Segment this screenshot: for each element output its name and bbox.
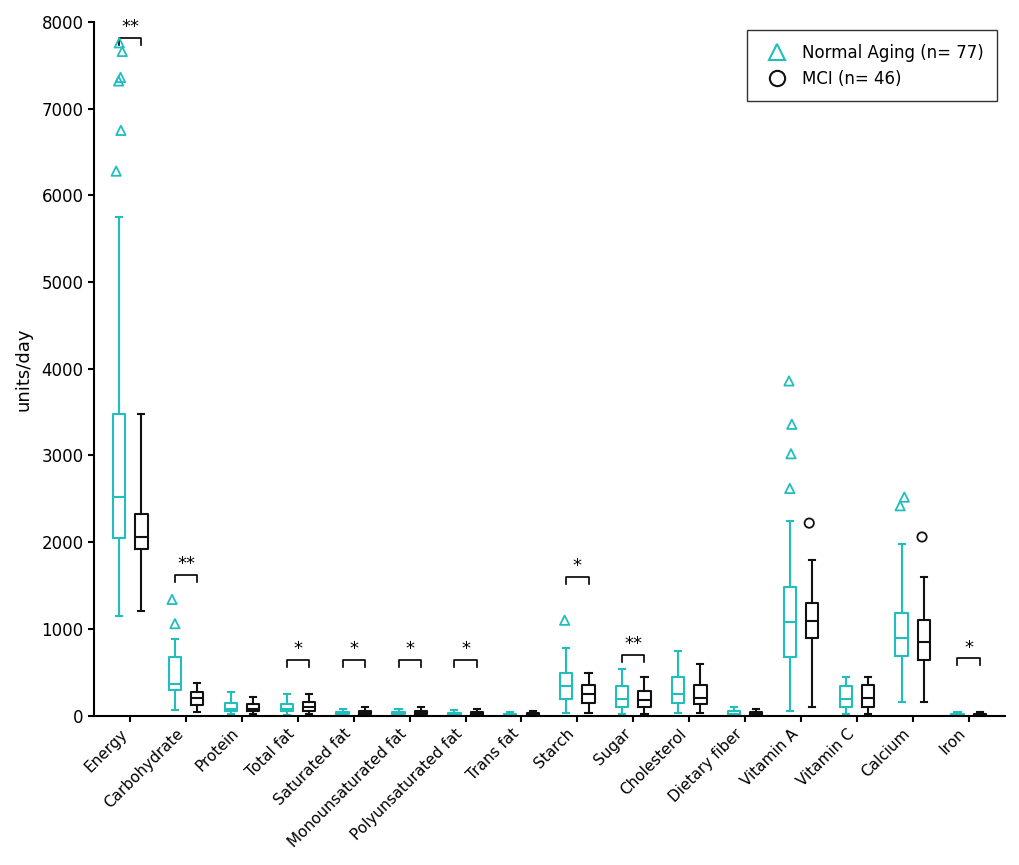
Text: **: ** (121, 18, 139, 35)
Text: **: ** (177, 555, 195, 573)
Point (782, 447, 798, 461)
Point (896, 490, 912, 504)
Text: *: * (461, 640, 470, 658)
Text: *: * (293, 640, 302, 658)
Text: *: * (405, 640, 414, 658)
Text: **: ** (624, 635, 642, 653)
Point (556, 613, 573, 627)
Text: *: * (573, 557, 581, 575)
Point (913, 530, 929, 544)
Point (110, 74, 126, 88)
Point (108, 164, 124, 178)
Point (112, 71, 128, 85)
Point (783, 417, 799, 431)
Point (111, 35, 127, 49)
Point (892, 499, 908, 513)
Point (781, 482, 797, 496)
Text: *: * (348, 640, 358, 658)
Point (781, 374, 797, 388)
Point (167, 617, 183, 631)
Point (800, 516, 816, 530)
Point (114, 45, 130, 59)
Point (164, 593, 180, 606)
Text: *: * (963, 638, 972, 657)
Y-axis label: units/day: units/day (15, 327, 33, 411)
Legend: Normal Aging (n= 77), MCI (n= 46): Normal Aging (n= 77), MCI (n= 46) (746, 30, 996, 101)
Point (113, 124, 129, 138)
